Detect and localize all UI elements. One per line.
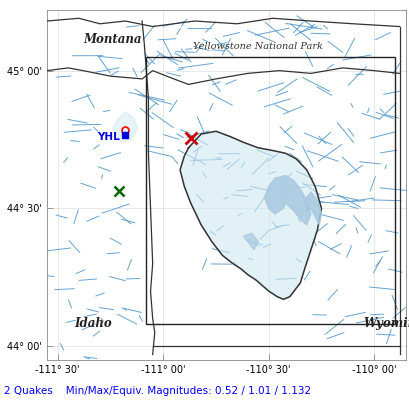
Text: Yellowstone National Park: Yellowstone National Park [193,42,322,50]
Polygon shape [112,112,137,142]
Polygon shape [243,233,258,250]
Polygon shape [304,192,321,225]
Text: YHL: YHL [97,132,120,142]
Text: Wyoming: Wyoming [363,317,409,330]
Text: Montana: Montana [83,33,141,46]
Polygon shape [180,131,321,299]
Text: Idaho: Idaho [74,317,112,330]
Bar [146,57,394,324]
Polygon shape [264,175,310,225]
Text: 2 Quakes    Min/Max/Equiv. Magnitudes: 0.52 / 1.01 / 1.132: 2 Quakes Min/Max/Equiv. Magnitudes: 0.52… [4,386,310,396]
